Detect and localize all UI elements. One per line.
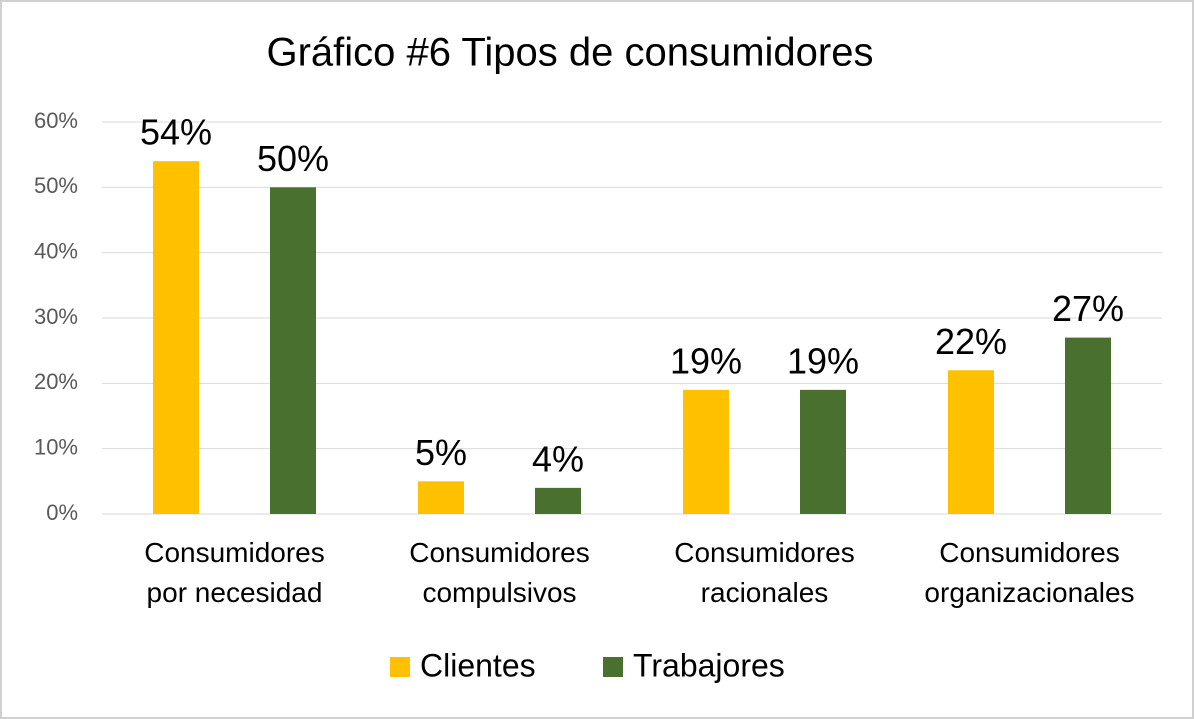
bar <box>683 389 729 514</box>
y-tick-label: 0% <box>46 500 78 525</box>
legend-label: Clientes <box>420 647 536 683</box>
bar <box>1065 337 1111 514</box>
bar <box>270 187 316 515</box>
x-tick-label: Consumidores organizacionales <box>924 537 1134 608</box>
value-label: 54% <box>140 112 212 153</box>
bar <box>418 481 464 514</box>
value-label: 4% <box>532 438 584 479</box>
y-tick-label: 30% <box>34 304 78 329</box>
value-label: 22% <box>935 321 1007 362</box>
bar <box>153 161 199 514</box>
bar <box>535 487 581 514</box>
legend-swatch <box>390 657 410 677</box>
y-tick-label: 40% <box>34 238 78 263</box>
value-label: 5% <box>415 432 467 473</box>
bar <box>800 389 846 514</box>
x-tick-label: Consumidores compulsivos <box>409 537 590 608</box>
value-label: 19% <box>787 340 859 381</box>
value-label: 50% <box>257 138 329 179</box>
x-tick-label: Consumidores racionales <box>674 537 855 608</box>
x-tick-label: Consumidores por necesidad <box>144 537 325 608</box>
value-label: 19% <box>670 340 742 381</box>
value-label: 27% <box>1052 288 1124 329</box>
chart-title: Gráfico #6 Tipos de consumidores <box>267 31 874 75</box>
y-tick-label: 60% <box>34 108 78 133</box>
y-tick-label: 10% <box>34 434 78 459</box>
legend-label: Trabajores <box>633 647 785 683</box>
legend-swatch <box>603 657 623 677</box>
bar <box>948 370 994 514</box>
y-tick-label: 20% <box>34 369 78 394</box>
y-tick-label: 50% <box>34 173 78 198</box>
